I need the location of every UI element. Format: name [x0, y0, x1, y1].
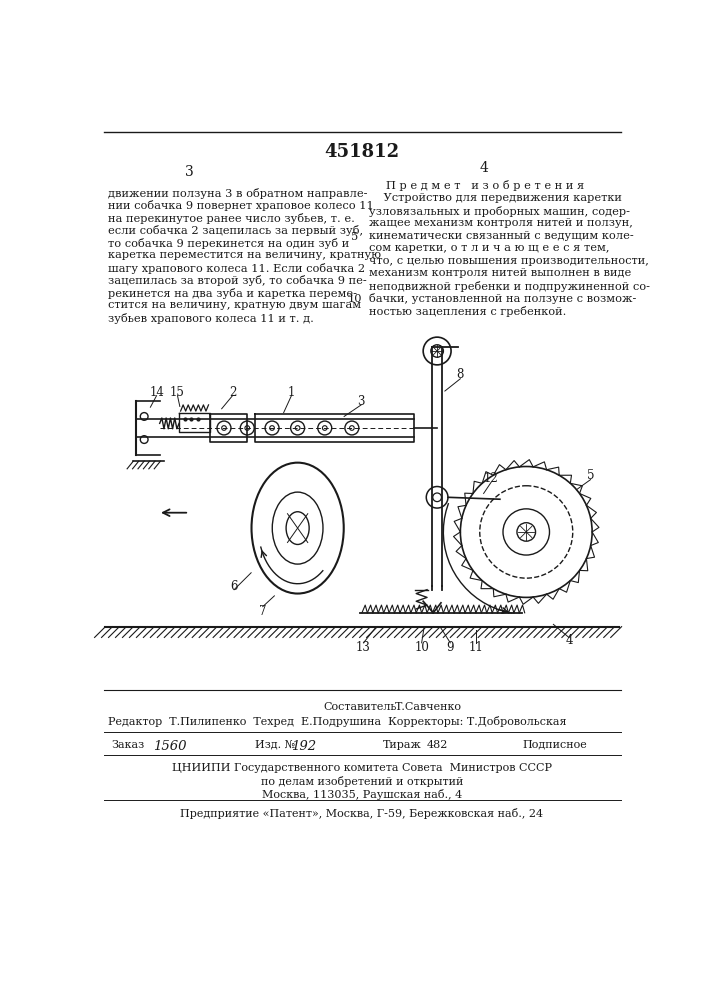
Text: зацепилась за второй зуб, то собачка 9 пе-: зацепилась за второй зуб, то собачка 9 п… [107, 275, 366, 286]
Text: 482: 482 [427, 740, 448, 750]
Text: сом каретки, о т л и ч а ю щ е е с я тем,: сом каретки, о т л и ч а ю щ е е с я тем… [369, 243, 609, 253]
Text: Москва, 113035, Раушская наб., 4: Москва, 113035, Раушская наб., 4 [262, 789, 462, 800]
Text: узловязальных и проборных машин, содер-: узловязальных и проборных машин, содер- [369, 206, 630, 217]
Text: 11: 11 [469, 641, 484, 654]
Text: Изд. №: Изд. № [255, 740, 295, 750]
Text: ностью зацепления с гребенкой.: ностью зацепления с гребенкой. [369, 306, 566, 317]
Text: нии собачка 9 повернет храповое колесо 11: нии собачка 9 повернет храповое колесо 1… [107, 200, 373, 211]
Text: механизм контроля нитей выполнен в виде: механизм контроля нитей выполнен в виде [369, 268, 631, 278]
Text: бачки, установленной на ползуне с возмож-: бачки, установленной на ползуне с возмож… [369, 293, 636, 304]
Text: зубьев храпового колеса 11 и т. д.: зубьев храпового колеса 11 и т. д. [107, 312, 314, 324]
Text: Предприятие «Патент», Москва, Г-59, Бережковская наб., 24: Предприятие «Патент», Москва, Г-59, Бере… [180, 808, 544, 819]
Text: 7: 7 [259, 605, 267, 618]
Text: П р е д м е т   и з о б р е т е н и я: П р е д м е т и з о б р е т е н и я [386, 180, 584, 191]
Text: 3: 3 [358, 395, 365, 408]
Text: что, с целью повышения производительности,: что, с целью повышения производительност… [369, 256, 649, 266]
Text: Составитель: Составитель [323, 702, 397, 712]
Text: то собачка 9 перекинется на один зуб и: то собачка 9 перекинется на один зуб и [107, 238, 349, 249]
Text: 451812: 451812 [325, 143, 399, 161]
Text: Редактор  Т.Пилипенко  Техред  Е.Подрушина  Корректоры: Т.Добровольская: Редактор Т.Пилипенко Техред Е.Подрушина … [107, 716, 566, 727]
Text: Т.Савченко: Т.Савченко [395, 702, 462, 712]
Text: если собачка 2 зацепилась за первый зуб,: если собачка 2 зацепилась за первый зуб, [107, 225, 363, 236]
Text: 192: 192 [291, 740, 317, 753]
Text: 4: 4 [565, 634, 573, 647]
Text: Устройство для передвижения каретки: Устройство для передвижения каретки [369, 193, 621, 203]
Text: Подписное: Подписное [522, 740, 587, 750]
Text: 5: 5 [351, 232, 358, 242]
Text: движении ползуна 3 в обратном направле-: движении ползуна 3 в обратном направле- [107, 188, 367, 199]
Text: каретка переместится на величину, кратную: каретка переместится на величину, кратну… [107, 250, 381, 260]
Text: рекинется на два зуба и каретка переме-: рекинется на два зуба и каретка переме- [107, 288, 357, 299]
Text: 10: 10 [348, 294, 362, 304]
Text: по делам изобретений и открытий: по делам изобретений и открытий [261, 776, 463, 787]
Text: 15: 15 [170, 386, 185, 399]
Text: 1560: 1560 [153, 740, 186, 753]
Text: жащее механизм контроля нитей и ползун,: жащее механизм контроля нитей и ползун, [369, 218, 633, 228]
Text: 9: 9 [447, 641, 454, 654]
Text: 1: 1 [288, 386, 295, 399]
Text: 8: 8 [457, 368, 464, 381]
Text: Тираж: Тираж [383, 740, 421, 750]
Text: 10: 10 [414, 641, 429, 654]
Text: 2: 2 [229, 386, 236, 399]
Text: 4: 4 [479, 161, 488, 175]
Text: неподвижной гребенки и подпружиненной со-: неподвижной гребенки и подпружиненной со… [369, 281, 650, 292]
Text: кинематически связанный с ведущим коле-: кинематически связанный с ведущим коле- [369, 231, 633, 241]
Text: 5: 5 [587, 469, 595, 482]
Text: ЦНИИПИ Государственного комитета Совета  Министров СССР: ЦНИИПИ Государственного комитета Совета … [172, 763, 552, 773]
Text: 14: 14 [149, 386, 164, 399]
Text: Заказ: Заказ [112, 740, 145, 750]
Text: 12: 12 [484, 472, 498, 485]
Text: 13: 13 [356, 641, 371, 654]
Text: стится на величину, кратную двум шагам: стится на величину, кратную двум шагам [107, 300, 361, 310]
Text: на перекинутое ранее число зубьев, т. е.: на перекинутое ранее число зубьев, т. е. [107, 213, 355, 224]
Text: шагу храпового колеса 11. Если собачка 2: шагу храпового колеса 11. Если собачка 2 [107, 263, 365, 274]
Text: 6: 6 [230, 580, 238, 593]
Text: 3: 3 [185, 165, 194, 179]
